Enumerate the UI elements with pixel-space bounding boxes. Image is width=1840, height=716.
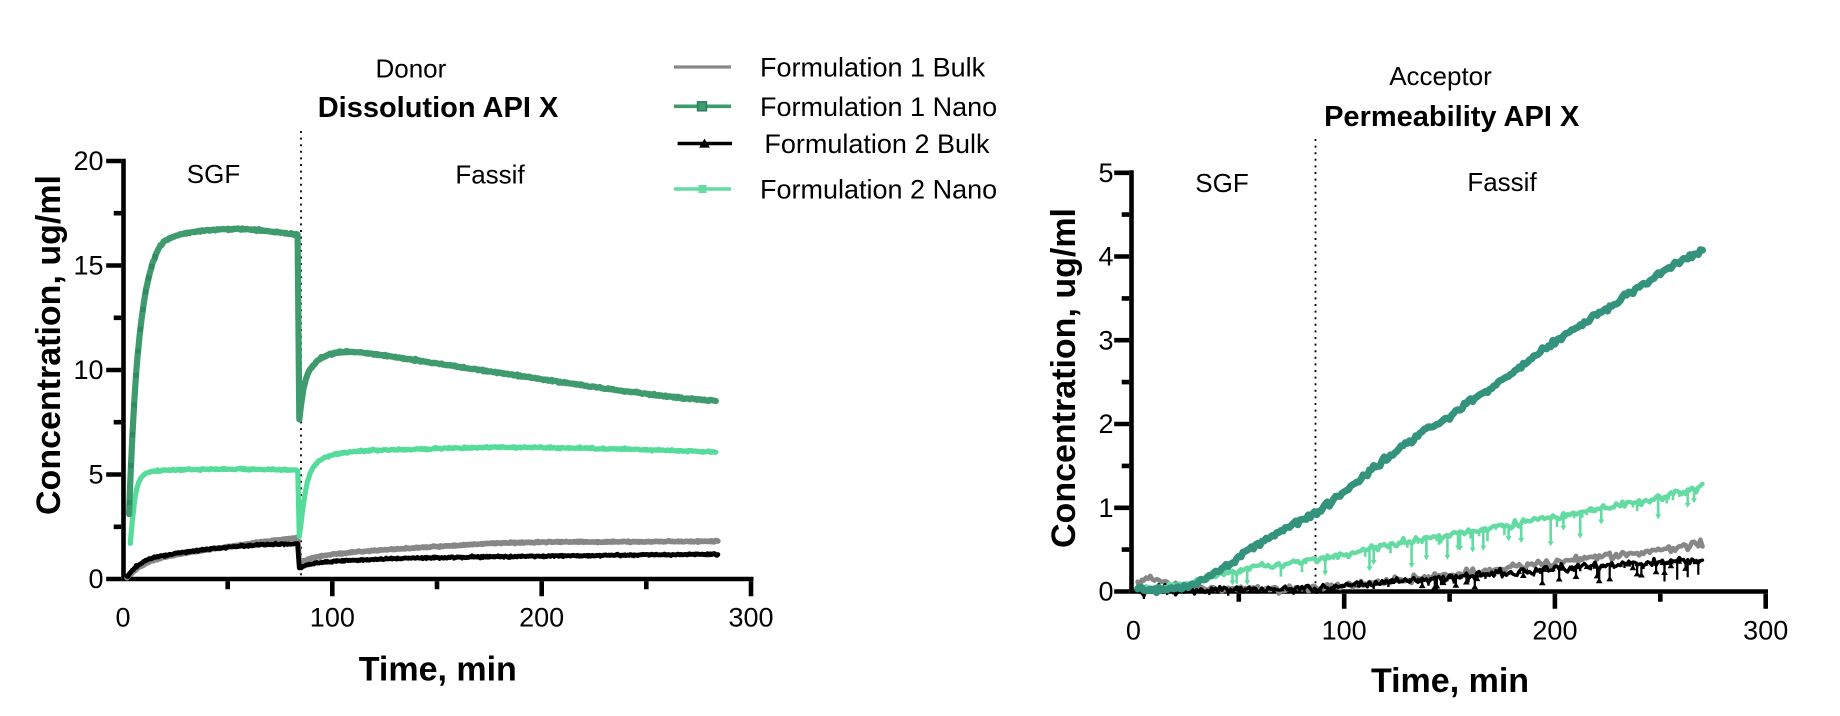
svg-text:Formulation 2 Bulk: Formulation 2 Bulk xyxy=(764,129,990,159)
svg-text:100: 100 xyxy=(1322,616,1367,646)
svg-text:Formulation 2 Nano: Formulation 2 Nano xyxy=(760,175,997,205)
svg-text:Acceptor: Acceptor xyxy=(1389,61,1492,91)
svg-text:300: 300 xyxy=(1743,616,1788,646)
svg-text:Formulation 1 Nano: Formulation 1 Nano xyxy=(760,92,997,122)
svg-text:0: 0 xyxy=(115,603,130,633)
svg-text:5: 5 xyxy=(88,460,103,490)
svg-text:200: 200 xyxy=(519,603,564,633)
svg-text:100: 100 xyxy=(310,603,355,633)
svg-text:SGF: SGF xyxy=(1195,168,1248,198)
svg-text:0: 0 xyxy=(1098,577,1113,607)
svg-text:Time, min: Time, min xyxy=(359,651,517,689)
svg-text:Formulation 1 Bulk: Formulation 1 Bulk xyxy=(760,53,986,83)
svg-text:20: 20 xyxy=(73,146,103,176)
svg-text:0: 0 xyxy=(1126,616,1141,646)
svg-text:5: 5 xyxy=(1098,158,1113,188)
svg-text:15: 15 xyxy=(73,251,103,281)
svg-text:300: 300 xyxy=(728,603,773,633)
svg-text:1: 1 xyxy=(1098,493,1113,523)
svg-text:10: 10 xyxy=(73,355,103,385)
svg-text:4: 4 xyxy=(1098,242,1113,272)
svg-text:Donor: Donor xyxy=(375,54,446,84)
svg-text:Concentration, ug/ml: Concentration, ug/ml xyxy=(1045,208,1083,548)
svg-text:Fassif: Fassif xyxy=(1467,167,1537,197)
svg-text:SGF: SGF xyxy=(187,159,240,189)
svg-text:200: 200 xyxy=(1532,616,1577,646)
svg-text:Time, min: Time, min xyxy=(1371,662,1529,700)
svg-text:Dissolution API X: Dissolution API X xyxy=(318,92,559,124)
svg-text:0: 0 xyxy=(88,564,103,594)
svg-text:Fassif: Fassif xyxy=(455,160,525,190)
svg-text:Concentration, ug/ml: Concentration, ug/ml xyxy=(30,175,68,515)
svg-text:3: 3 xyxy=(1098,325,1113,355)
svg-text:Permeability API X: Permeability API X xyxy=(1324,101,1580,133)
svg-text:2: 2 xyxy=(1098,409,1113,439)
